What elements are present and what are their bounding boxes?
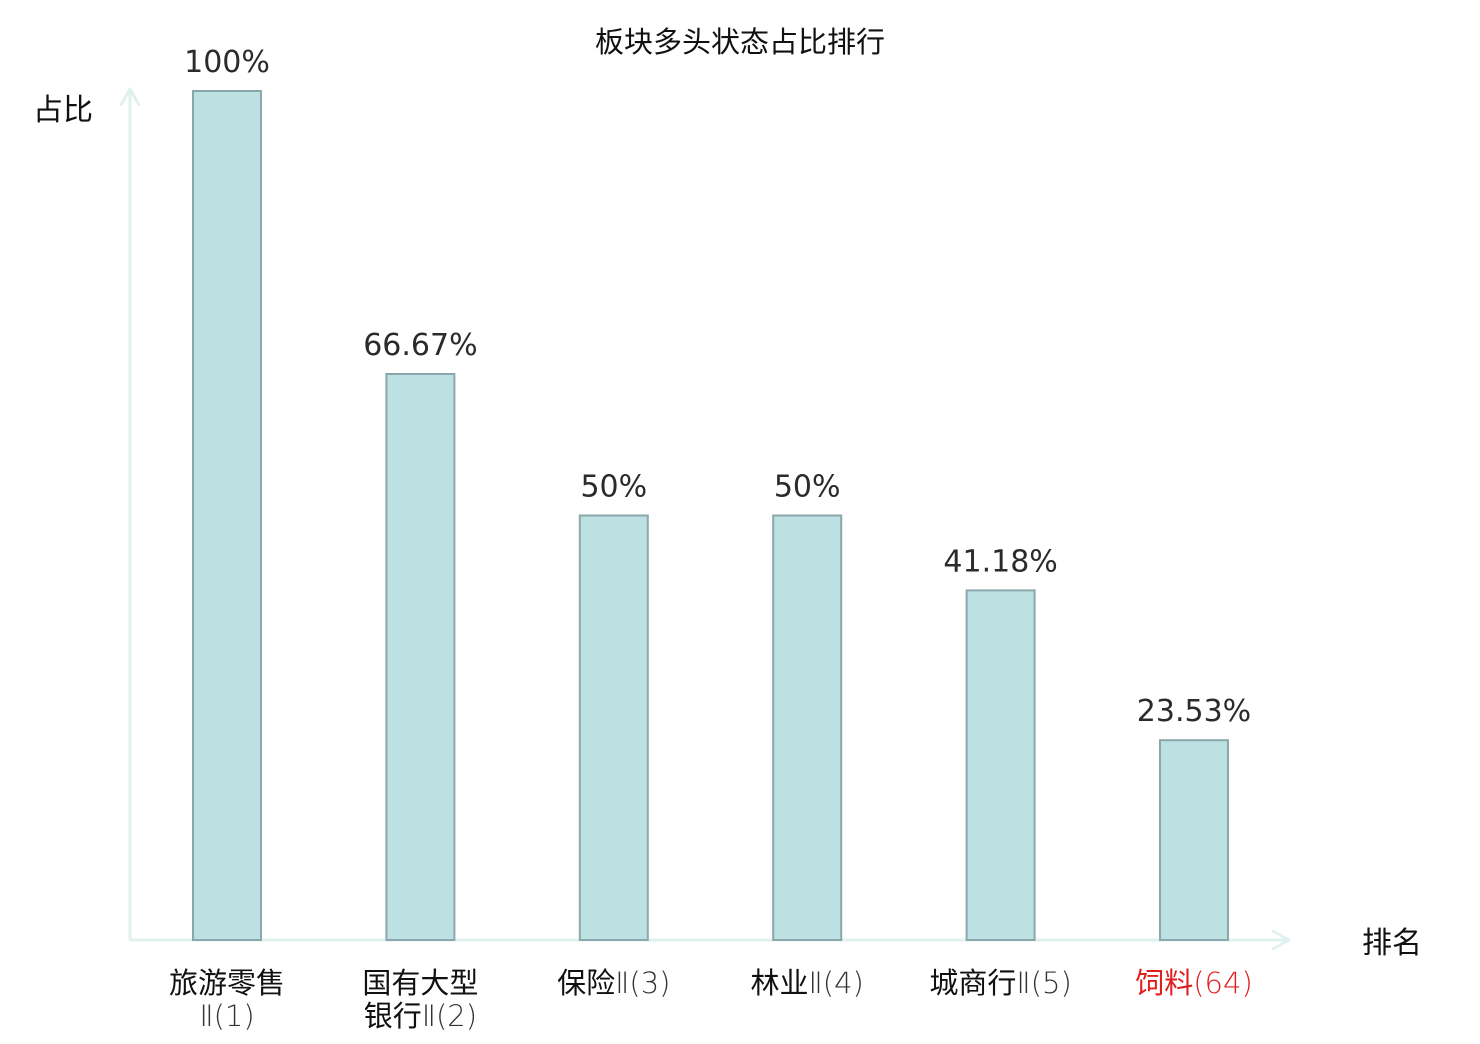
category-label: 饲料(64) [1135, 966, 1253, 1000]
category-name: 饲料 [1135, 966, 1193, 1000]
category-label: 旅游零售 [169, 966, 285, 1000]
bar-value-label: 23.53% [1137, 694, 1251, 729]
category-label: 城商行Ⅱ(5) [929, 966, 1071, 1000]
category-label: 银行Ⅱ(2) [364, 999, 477, 1033]
category-name: 国有大型 [362, 966, 478, 1000]
bar-value-label: 41.18% [943, 544, 1057, 579]
bar [578, 514, 649, 941]
bar [772, 514, 843, 941]
bar [965, 589, 1036, 942]
category-label: 林业Ⅱ(4) [751, 966, 864, 1000]
category-label: 国有大型 [362, 966, 478, 1000]
category-rank: Ⅱ(1) [199, 999, 254, 1033]
category-name: 城商行 [929, 966, 1016, 1000]
bar [192, 90, 262, 941]
bar-group [192, 90, 1229, 942]
category-rank: Ⅱ(3) [615, 966, 670, 1000]
category-name: 旅游零售 [169, 966, 285, 1000]
x-axis-label: 排名 [1362, 926, 1422, 961]
bar-value-label: 100% [184, 45, 270, 80]
bar-value-label: 66.67% [363, 328, 477, 363]
value-label-group: 100% 66.67% 50% 50% 41.18% 23.53% [184, 45, 1251, 729]
category-name: 保险 [557, 966, 615, 1000]
y-axis-label: 占比 [33, 93, 93, 128]
category-name: 银行 [364, 999, 422, 1033]
category-name: 林业 [751, 966, 809, 1000]
category-rank: (64) [1193, 966, 1253, 1000]
category-rank: Ⅱ(2) [422, 999, 477, 1033]
bar [1159, 739, 1229, 942]
category-rank: Ⅱ(4) [809, 966, 864, 1000]
category-label: Ⅱ(1) [199, 999, 254, 1033]
category-label: 保险Ⅱ(3) [557, 966, 670, 1000]
chart-title: 板块多头状态占比排行 [595, 25, 885, 59]
category-rank: Ⅱ(5) [1016, 966, 1071, 1000]
bar-value-label: 50% [774, 470, 841, 505]
bar [385, 373, 456, 941]
bar-value-label: 50% [580, 470, 647, 505]
